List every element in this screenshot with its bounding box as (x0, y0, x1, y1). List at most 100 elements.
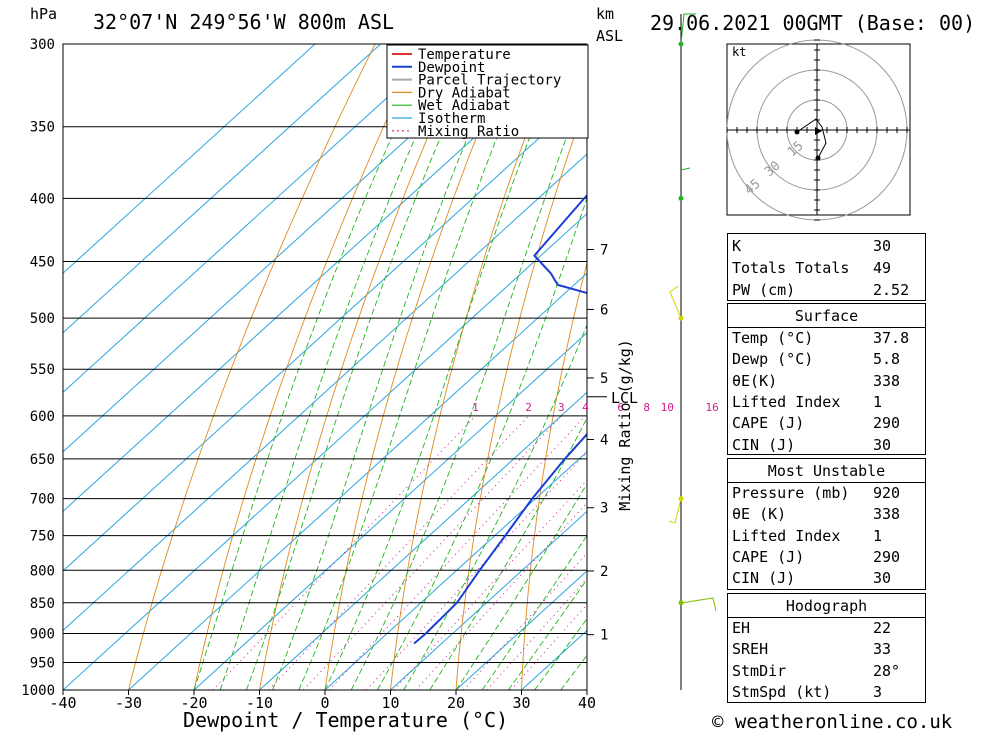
wind-barb (680, 167, 691, 171)
wet-adiabat-line (350, 80, 587, 690)
x-tick-label: 20 (447, 694, 465, 712)
isotherm-line (63, 93, 587, 572)
surface-row: CAPE (J) 290 (732, 414, 901, 432)
wet-adiabat-line (193, 44, 435, 690)
mixing-ratio-line (366, 451, 587, 690)
pressure-tick-label: 900 (30, 626, 55, 642)
mixing-ratio-line (486, 577, 587, 690)
legend-item: Temperature (418, 47, 511, 63)
isotherm-line (63, 44, 381, 334)
x-tick-label: -40 (49, 694, 76, 712)
surface-row: θE(K) 338 (732, 372, 901, 390)
most-unstable-row: CIN (J) 30 (732, 569, 892, 587)
hodograph-row: EH 22 (732, 619, 892, 637)
isotherm-line (193, 332, 587, 690)
wind-level-dot (678, 195, 684, 201)
mixing-ratio-tick-label: 8 (643, 401, 650, 414)
km-label: km (596, 5, 615, 23)
indices-panel: K 30 Totals Totals 49 PW (cm) 2.52 (727, 233, 926, 301)
hodograph-title: Hodograph (785, 597, 868, 615)
lcl-label: LCL (611, 389, 639, 407)
pressure-tick-label: 750 (30, 529, 55, 545)
isotherm-line (455, 570, 587, 690)
mixing-ratio-line (303, 415, 562, 690)
wind-barb (680, 597, 717, 612)
x-tick-label: 0 (320, 694, 329, 712)
mixing-ratio-tick-label: 16 (706, 401, 719, 414)
most-unstable-title: Most Unstable (767, 462, 886, 480)
legend-item: Dewpoint (418, 60, 485, 76)
pressure-tick-label: 550 (30, 362, 55, 378)
mixing-ratio-axis-label: Mixing Ratio (g/kg) (616, 339, 634, 511)
date-title: 29.06.2021 00GMT (Base: 00) (650, 11, 976, 35)
surface-row: Dewp (°C) 5.8 (732, 350, 901, 368)
location-title: 32°07'N 249°56'W 800m ASL (93, 10, 395, 34)
km-tick-label: 4 (600, 433, 608, 449)
surface-row: Lifted Index 1 (732, 393, 883, 411)
wind-level-dot (678, 496, 684, 502)
x-tick-label: 10 (381, 694, 399, 712)
wet-adiabat-line (298, 44, 536, 690)
x-tick-label: -10 (246, 694, 273, 712)
dry-adiabat-line (259, 44, 469, 690)
pressure-tick-label: 800 (30, 563, 55, 579)
isotherm-line (63, 44, 512, 453)
hodograph-trace (796, 118, 827, 159)
most-unstable-row: Pressure (mb) 920 (732, 484, 901, 502)
wind-barb (668, 498, 682, 524)
wet-adiabat-line (429, 417, 587, 690)
wind-level-dot (678, 315, 684, 321)
asl-label: ASL (596, 27, 624, 45)
pressure-tick-label: 600 (30, 409, 55, 425)
most-unstable-row: CAPE (J) 290 (732, 548, 901, 566)
surface-panel: Surface Temp (°C) 37.8 Dewp (°C) 5.8 θE(K)… (727, 303, 926, 455)
wet-adiabat-line (403, 323, 587, 690)
pressure-tick-label: 450 (30, 255, 55, 271)
isotherm-line (63, 44, 578, 513)
mixing-ratio-line (415, 502, 587, 690)
surface-row: Temp (°C) 37.8 (732, 329, 910, 347)
km-tick-label: 6 (600, 302, 608, 318)
dry-adiabat-line (390, 44, 562, 690)
index-row: Totals Totals 49 (732, 259, 892, 277)
isotherm-line (128, 272, 587, 690)
mixing-ratio-tick-label: 1 (472, 401, 479, 414)
legend-item: Wet Adiabat (418, 98, 511, 114)
storm-motion-marker (815, 127, 822, 135)
km-tick-label: 7 (600, 242, 608, 258)
wind-barb (669, 285, 682, 319)
isotherm-line (390, 510, 587, 690)
isotherm-line (259, 391, 587, 690)
legend-box (386, 44, 589, 139)
wet-adiabat-line (377, 196, 587, 690)
wet-adiabat-line (324, 44, 567, 690)
pressure-tick-label: 850 (30, 596, 55, 612)
hodograph-row: StmSpd (kt) 3 (732, 683, 883, 701)
mixing-ratio-line (463, 552, 587, 690)
hodograph-panel: Hodograph EH 22 SREH 33 StmDir 28° StmSpd (… (727, 593, 926, 703)
credit-link[interactable]: © weatheronline.co.uk (712, 711, 953, 733)
isotherm-line (63, 212, 587, 690)
km-tick-label: 2 (600, 564, 608, 580)
mixing-ratio-tick-label: 3 (558, 401, 565, 414)
dry-adiabat-line (949, 44, 980, 690)
wet-adiabat-line (245, 44, 482, 690)
most-unstable-panel: Most Unstable Pressure (mb) 920 θE (K) 338… (727, 458, 926, 590)
legend-item: Dry Adiabat (418, 85, 511, 101)
x-axis-label: Dewpoint / Temperature (°C) (183, 708, 509, 732)
legend-item: Parcel Trajectory (418, 73, 561, 89)
x-tick-label: -30 (115, 694, 142, 712)
isotherm-line (63, 44, 316, 274)
dry-adiabat-line (455, 98, 587, 690)
legend-item: Mixing Ratio (418, 124, 519, 140)
parcel-trajectory-line (620, 44, 718, 644)
hodograph-row: SREH 33 (732, 640, 892, 658)
isotherm-line (324, 451, 587, 690)
pressure-tick-label: 300 (30, 37, 55, 53)
km-tick-label: 5 (600, 371, 608, 387)
pressure-tick-label: 350 (30, 120, 55, 136)
hodograph-point (794, 129, 800, 135)
index-row: K 30 (732, 237, 892, 255)
mixing-ratio-line (268, 415, 529, 690)
